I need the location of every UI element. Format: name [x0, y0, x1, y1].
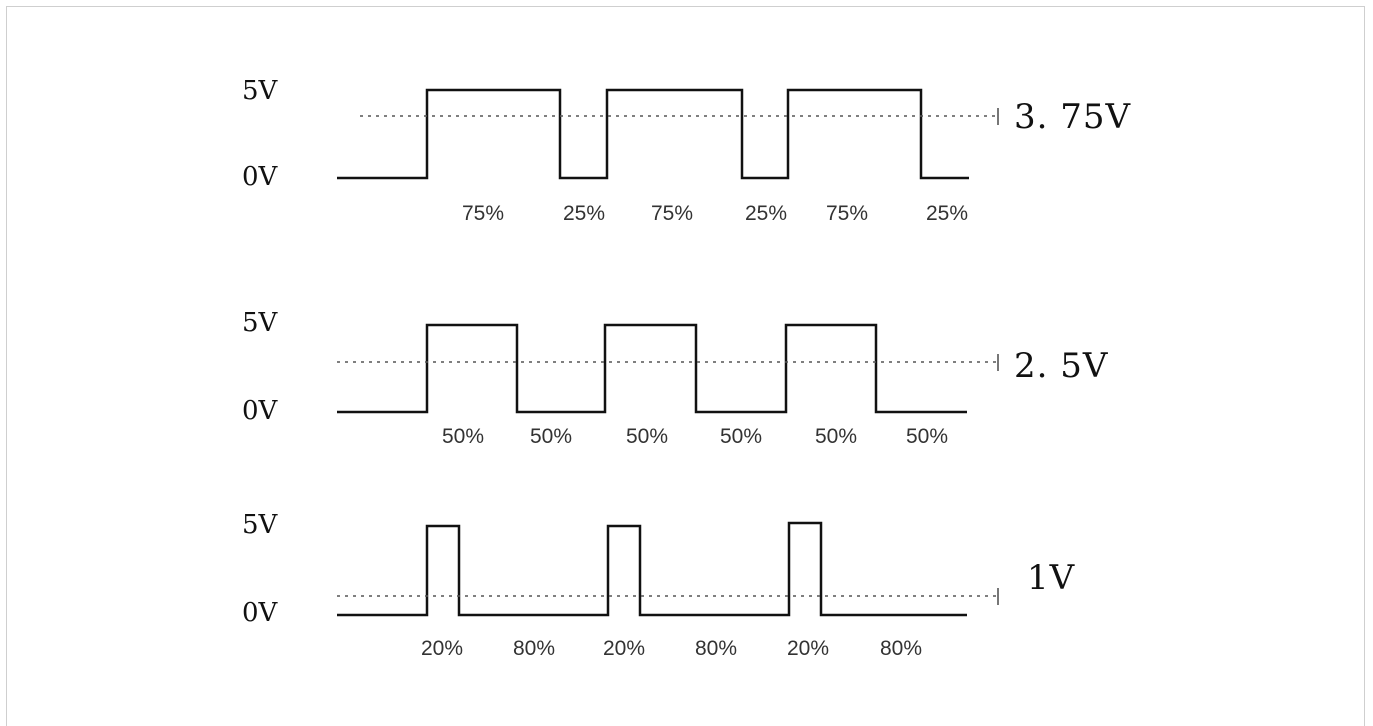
duty-label: 25%: [563, 202, 605, 225]
pwm-panel-50: 5V 0V 2. 5V 50% 50% 50% 50% 50% 50%: [242, 308, 1109, 448]
pwm-waveform: [337, 323, 967, 414]
pwm-panel-75: 5V 0V 3. 75V 75% 25% 75% 25% 75% 25%: [242, 76, 1132, 225]
duty-label: 75%: [462, 202, 504, 225]
average-voltage-label: 2. 5V: [1014, 346, 1109, 386]
duty-label: 50%: [626, 425, 668, 448]
duty-label: 20%: [421, 637, 463, 660]
low-voltage-label: 0V: [242, 396, 279, 426]
duty-label: 50%: [906, 425, 948, 448]
pwm-waveform: [337, 521, 967, 617]
duty-label: 25%: [745, 202, 787, 225]
average-voltage-label: 1V: [1027, 558, 1076, 598]
high-voltage-label: 5V: [242, 510, 279, 540]
duty-label: 80%: [695, 637, 737, 660]
duty-label: 50%: [720, 425, 762, 448]
low-voltage-label: 0V: [242, 598, 279, 628]
duty-label: 80%: [513, 637, 555, 660]
pwm-waveform: [337, 88, 969, 180]
average-voltage-label: 3. 75V: [1014, 97, 1132, 137]
duty-label: 20%: [603, 637, 645, 660]
low-voltage-label: 0V: [242, 162, 279, 192]
duty-label: 50%: [815, 425, 857, 448]
duty-label: 20%: [787, 637, 829, 660]
high-voltage-label: 5V: [242, 308, 279, 338]
duty-label: 80%: [880, 637, 922, 660]
duty-label: 75%: [651, 202, 693, 225]
duty-label: 50%: [442, 425, 484, 448]
diagram-frame: [6, 6, 1365, 726]
duty-label: 25%: [926, 202, 968, 225]
pwm-panel-20: 5V 0V 1V 20% 80% 20% 80% 20% 80%: [242, 510, 1076, 660]
high-voltage-label: 5V: [242, 76, 279, 106]
duty-label: 50%: [530, 425, 572, 448]
duty-label: 75%: [826, 202, 868, 225]
